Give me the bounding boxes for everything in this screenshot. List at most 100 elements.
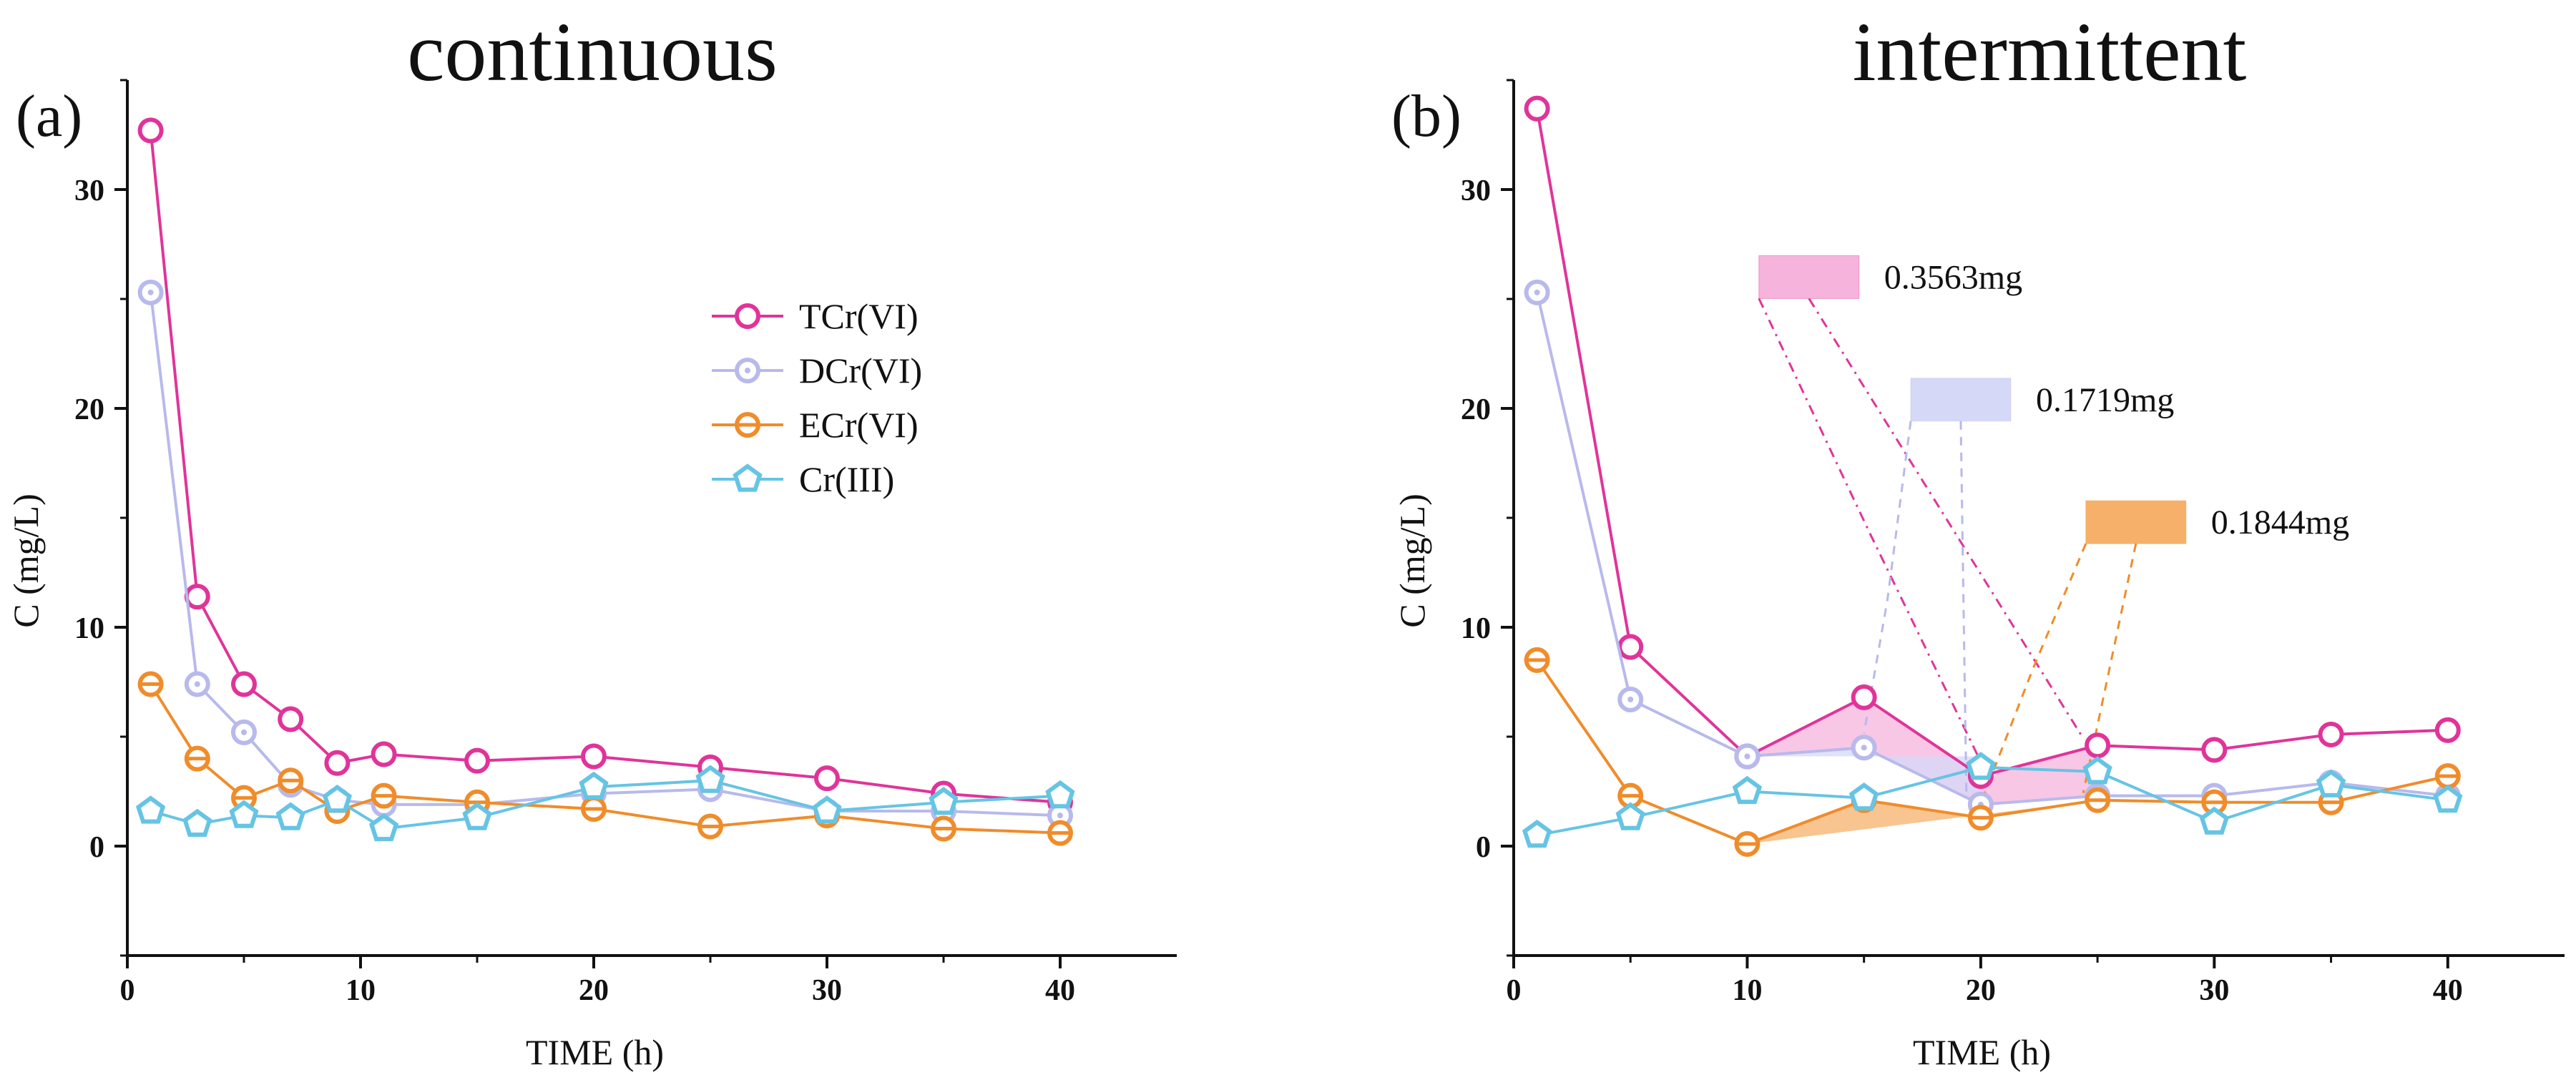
data-point-ring (581, 743, 607, 770)
annotation-area (1747, 800, 2098, 844)
data-point-ring (371, 741, 397, 767)
data-point (278, 767, 304, 794)
data-point (2434, 763, 2461, 790)
data-point (812, 795, 842, 824)
legend-marker (735, 303, 760, 329)
data-point (1851, 684, 1877, 710)
data-point-dot (194, 681, 200, 687)
annotation-leader (1808, 298, 2085, 740)
data-point (2201, 737, 2228, 763)
x-tick-label: 30 (812, 974, 842, 1007)
data-point (137, 117, 164, 144)
legend-item-tcr-vi: TCr(VI) (712, 296, 919, 336)
data-point (1615, 802, 1645, 830)
x-tick-label: 20 (579, 974, 609, 1007)
annotation-leader (1758, 298, 1982, 762)
legend-marker (735, 412, 760, 438)
data-point (371, 741, 397, 767)
panel-b: intermittent (b) 0 10 20 30 40 0 10 20 30 TIME (h) C… (1391, 5, 2565, 1072)
legend-label: DCr(VI) (799, 350, 922, 391)
panel-label: (b) (1391, 83, 1461, 149)
legend-marker (735, 358, 760, 383)
data-point-dot (147, 289, 154, 295)
data-point (1045, 780, 1075, 809)
x-axis-label: TIME (h) (1913, 1032, 2051, 1072)
data-point-ring (137, 117, 164, 144)
data-point-ring (2085, 732, 2111, 759)
data-point (322, 784, 353, 813)
x-axis-label: TIME (h) (526, 1032, 664, 1072)
series-cr-iii (1522, 752, 2463, 848)
data-point (814, 765, 840, 792)
annotation-dcr-vi: 0.1719mg (1747, 378, 2174, 805)
chart-title: continuous (407, 5, 778, 99)
legend-item-ecr-vi: ECr(VI) (712, 405, 919, 445)
chart-title: intermittent (1853, 5, 2247, 99)
x-tick-label: 10 (346, 974, 376, 1007)
data-point (324, 750, 351, 776)
data-point-ring (278, 706, 304, 732)
data-point (1522, 819, 1552, 848)
legend-marker-dot (745, 368, 750, 373)
y-axis-label: C (mg/L) (6, 494, 46, 627)
series-cr-iii (135, 765, 1075, 842)
data-point-ring (814, 765, 840, 792)
data-point (579, 771, 609, 800)
data-point-ring (2201, 737, 2228, 763)
data-point (1851, 735, 1877, 761)
data-point (184, 584, 210, 610)
data-point (2316, 769, 2346, 797)
annotation-area (1747, 747, 1981, 805)
data-point (1848, 782, 1879, 811)
data-point (581, 795, 607, 822)
x-tick-label: 0 (120, 974, 135, 1007)
data-point (2085, 787, 2111, 813)
annotation-box (1910, 378, 2012, 422)
data-point-ring (1524, 95, 1550, 122)
data-point-dot (1627, 696, 1634, 702)
x-tick-label: 40 (1045, 974, 1075, 1007)
data-point (184, 745, 210, 772)
data-point (1966, 752, 1996, 780)
data-point-dot (1534, 289, 1540, 295)
data-point (368, 813, 399, 842)
panel-label: (a) (16, 83, 82, 149)
data-point (1732, 775, 1763, 805)
legend-marker-ring (735, 303, 760, 329)
data-point (182, 808, 212, 837)
y-tick-label: 30 (1461, 175, 1491, 207)
annotation-box (1758, 255, 1860, 299)
data-point (2433, 784, 2463, 813)
data-point (278, 706, 304, 732)
data-point (697, 813, 723, 840)
data-point (135, 795, 166, 824)
legend-label: ECr(VI) (799, 405, 919, 445)
x-tick-label: 30 (2199, 974, 2229, 1007)
data-point (929, 787, 959, 815)
annotation-area (1747, 697, 2098, 805)
x-tick-label: 10 (1732, 974, 1762, 1007)
data-point-ring (1851, 684, 1877, 710)
annotation-label: 0.1719mg (2036, 381, 2174, 419)
data-point (581, 743, 607, 770)
panel-a: continuous (a) 0 10 20 30 40 0 10 20 30 TIME (h) C (… (6, 5, 1177, 1072)
data-point (229, 800, 259, 828)
legend: TCr(VI) DCr(VI) ECr(VI) Cr(III) (712, 296, 922, 499)
data-point (2199, 806, 2230, 835)
data-point (464, 747, 490, 774)
y-tick-label: 20 (74, 393, 104, 426)
data-point (1617, 686, 1644, 712)
y-tick-label: 30 (74, 175, 104, 207)
y-tick-label: 0 (89, 831, 104, 864)
data-point-dot (1861, 745, 1867, 751)
x-tick-label: 0 (1507, 974, 1522, 1007)
data-point (184, 671, 210, 697)
legend-label: TCr(VI) (799, 296, 919, 336)
data-point (1047, 820, 1073, 846)
data-point-dot (1057, 813, 1063, 819)
data-point (1617, 782, 1644, 809)
data-point (275, 802, 305, 830)
data-point (1524, 279, 1550, 305)
data-point (1617, 634, 1644, 660)
